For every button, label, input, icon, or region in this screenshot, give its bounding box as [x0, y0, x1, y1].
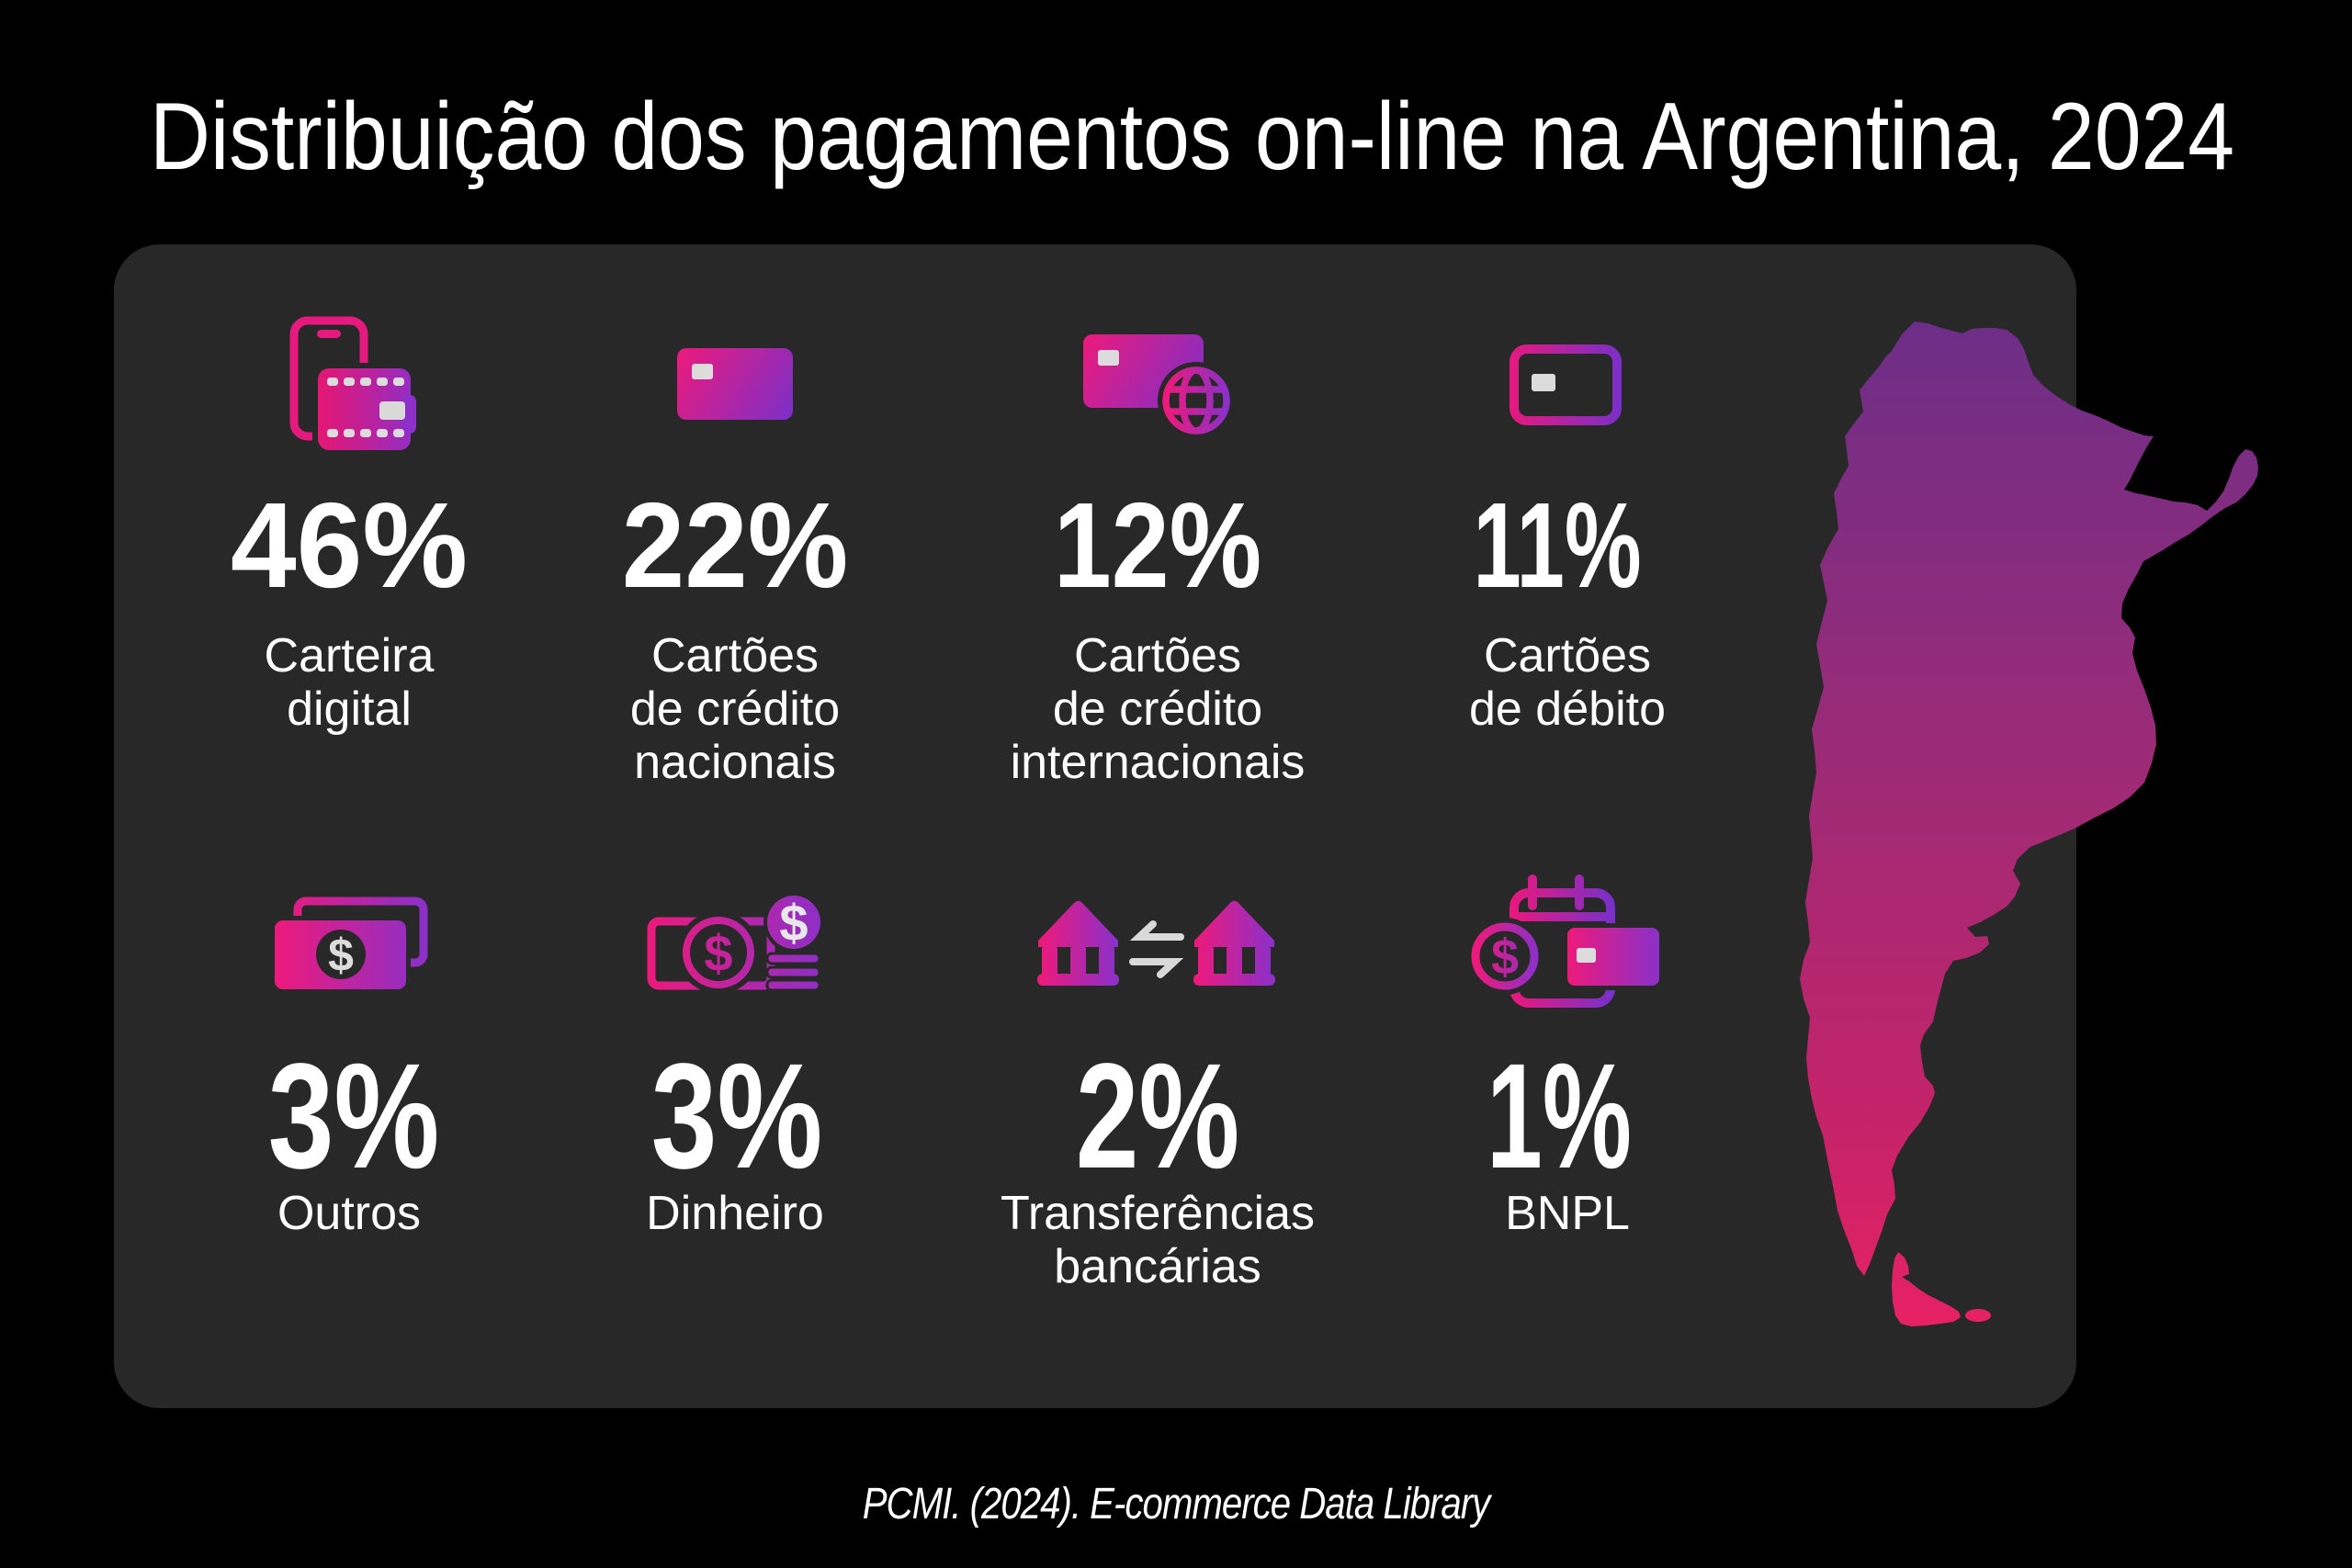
svg-text:$: $	[779, 894, 808, 952]
svg-text:$: $	[328, 930, 354, 981]
svg-text:$: $	[1491, 930, 1519, 985]
svg-text:$: $	[704, 924, 732, 982]
